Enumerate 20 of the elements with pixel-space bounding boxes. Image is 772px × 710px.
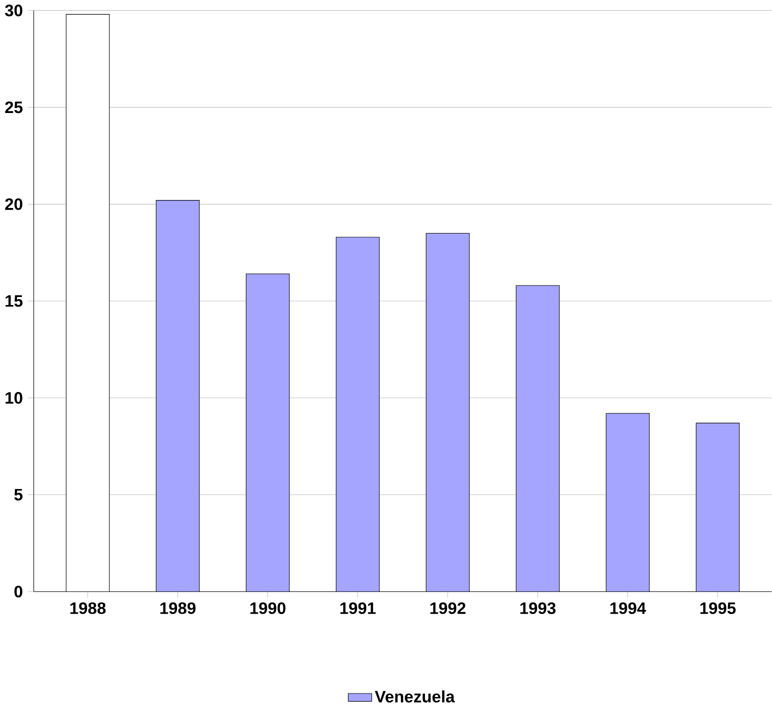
x-tick-label: 1995 bbox=[700, 602, 736, 614]
x-tick-label: 1992 bbox=[430, 602, 466, 614]
y-tick-label: 30 bbox=[4, 4, 22, 16]
y-tick-label: 0 bbox=[14, 586, 22, 598]
bar bbox=[336, 236, 380, 592]
legend-label: Venezuela bbox=[374, 690, 455, 703]
x-tick-label: 1990 bbox=[250, 602, 286, 614]
y-tick-label: 5 bbox=[14, 489, 23, 501]
bar bbox=[156, 200, 200, 592]
y-tick-label: 10 bbox=[6, 392, 22, 404]
bar bbox=[246, 274, 290, 592]
y-tick-label: 25 bbox=[5, 102, 23, 114]
bar bbox=[66, 14, 110, 592]
y-tick-label: 20 bbox=[5, 198, 22, 210]
x-tick-label: 1993 bbox=[520, 602, 556, 614]
x-tick-label: 1994 bbox=[610, 602, 646, 614]
x-tick-label: 1991 bbox=[340, 602, 376, 614]
x-tick-label: 1989 bbox=[160, 602, 196, 614]
y-tick-label: 15 bbox=[6, 295, 23, 307]
x-tick-label: 1988 bbox=[70, 602, 106, 614]
